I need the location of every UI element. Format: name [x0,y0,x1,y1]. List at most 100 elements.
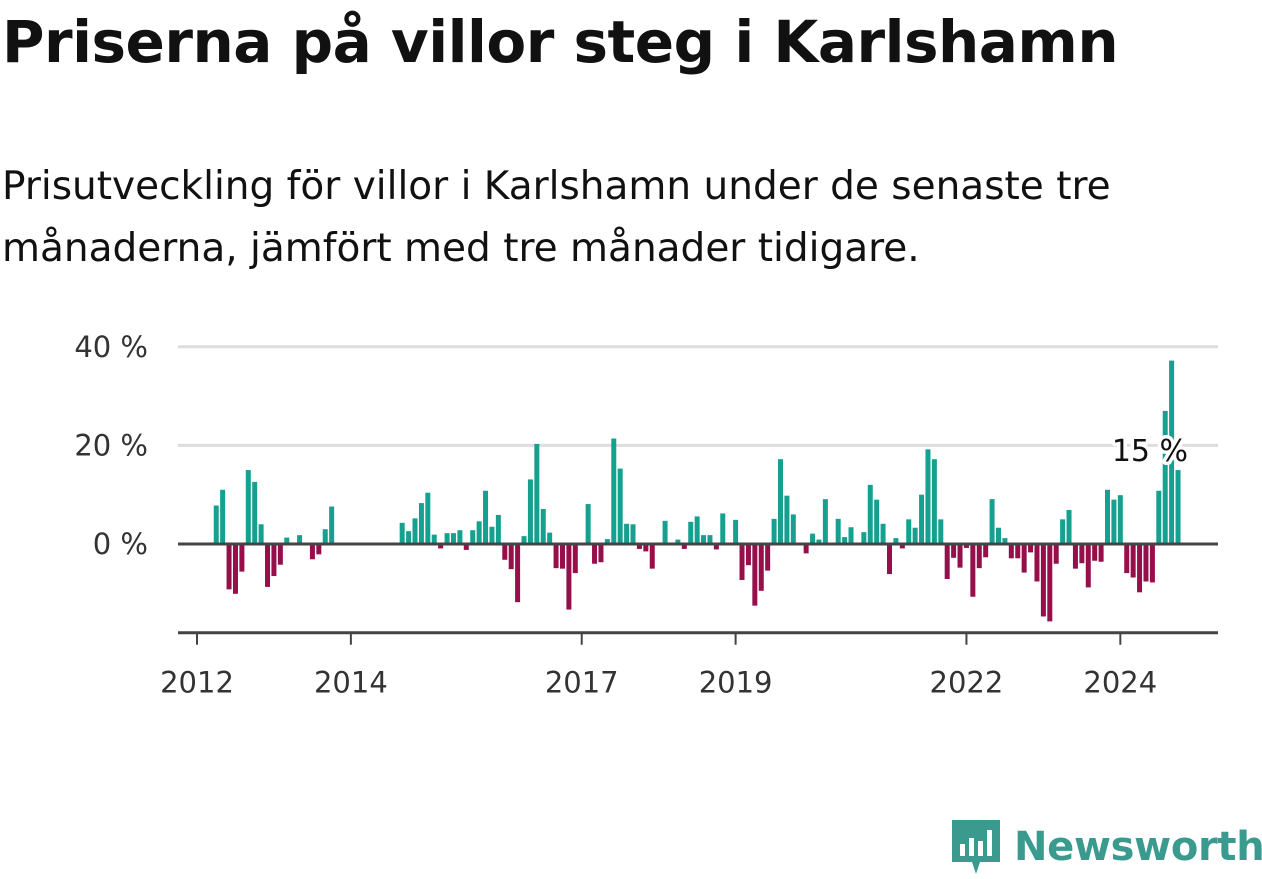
bar [963,544,969,548]
bar [931,459,937,544]
y-tick-label: 40 % [74,330,148,364]
bar [1175,470,1181,544]
bar [399,522,405,544]
bar [457,530,463,544]
bar [585,504,591,544]
bar [508,544,514,570]
bar [1105,489,1110,544]
bar [297,535,303,544]
bar [444,533,450,544]
bar [848,527,854,544]
bar [1021,544,1027,573]
bar [739,544,745,580]
bar [489,526,495,544]
bar [476,521,482,544]
bar [226,544,232,590]
bar [540,509,546,544]
bar [989,499,995,544]
bar [604,539,610,544]
bar [220,489,226,544]
brand-logo: Newsworthy [950,818,1262,876]
bar [816,539,822,544]
bar [502,544,508,560]
bar [1060,519,1066,544]
bar [681,544,687,549]
bar [245,470,251,544]
bar [547,532,553,544]
bar [983,544,989,558]
bar [649,544,655,569]
bar [944,544,950,579]
bar [258,524,264,544]
bar [418,503,424,544]
bar [572,544,578,574]
y-tick-label: 0 % [93,527,148,561]
bar [329,506,335,544]
bar [1092,544,1098,561]
bar [970,544,976,597]
bar [515,544,521,603]
x-tick-label: 2022 [930,666,1004,700]
bar [694,516,700,544]
bar [803,544,809,554]
bar [438,544,444,549]
bar [592,544,598,564]
bar [617,468,623,544]
chart-bars [213,360,1181,622]
bar [309,544,315,560]
bar [566,544,572,610]
bar [912,527,918,544]
bar [752,544,758,606]
bar [1169,360,1175,544]
bar [1098,544,1104,562]
brand-name: Newsworthy [1014,824,1262,870]
bar [1079,544,1085,564]
x-tick-label: 2019 [699,666,773,700]
bar [976,544,982,569]
bar [893,538,899,544]
bar [1124,544,1130,574]
bar [1130,544,1136,578]
bar [521,536,527,544]
bar [559,544,565,569]
bar [784,495,790,544]
annotation-label: 15 % [1112,434,1188,469]
bar [412,518,418,544]
y-tick-label: 20 % [74,428,148,462]
bar [624,523,630,544]
bar [470,530,476,544]
bar [733,519,739,544]
bar [899,544,905,549]
bar [996,527,1001,544]
bar [431,534,437,544]
bar [938,519,944,544]
bar [874,499,880,544]
bar [810,533,816,544]
bar [867,484,873,544]
bar [636,544,642,549]
bar [483,490,489,544]
bar [842,537,848,544]
bar [765,544,771,571]
grid-lines [178,345,1218,447]
bar [1149,544,1155,583]
bar [1047,544,1053,622]
bar [1162,410,1168,544]
bar [213,505,219,544]
bar [1015,544,1021,559]
bar [822,499,828,544]
bar [527,479,533,544]
bar [790,514,796,544]
bar [277,544,283,565]
x-tick-label: 2024 [1083,666,1157,700]
bar [835,518,841,544]
chart-labels: 0 % 20 % 40 % 2012 2014 2017 2019 2022 2024 15 % [74,330,1191,700]
bar [534,443,540,544]
bar [611,438,617,544]
bar [713,544,719,550]
bar [951,544,957,558]
bar [553,544,559,569]
bar [1143,544,1149,582]
bar [777,459,783,544]
bar [495,514,501,544]
